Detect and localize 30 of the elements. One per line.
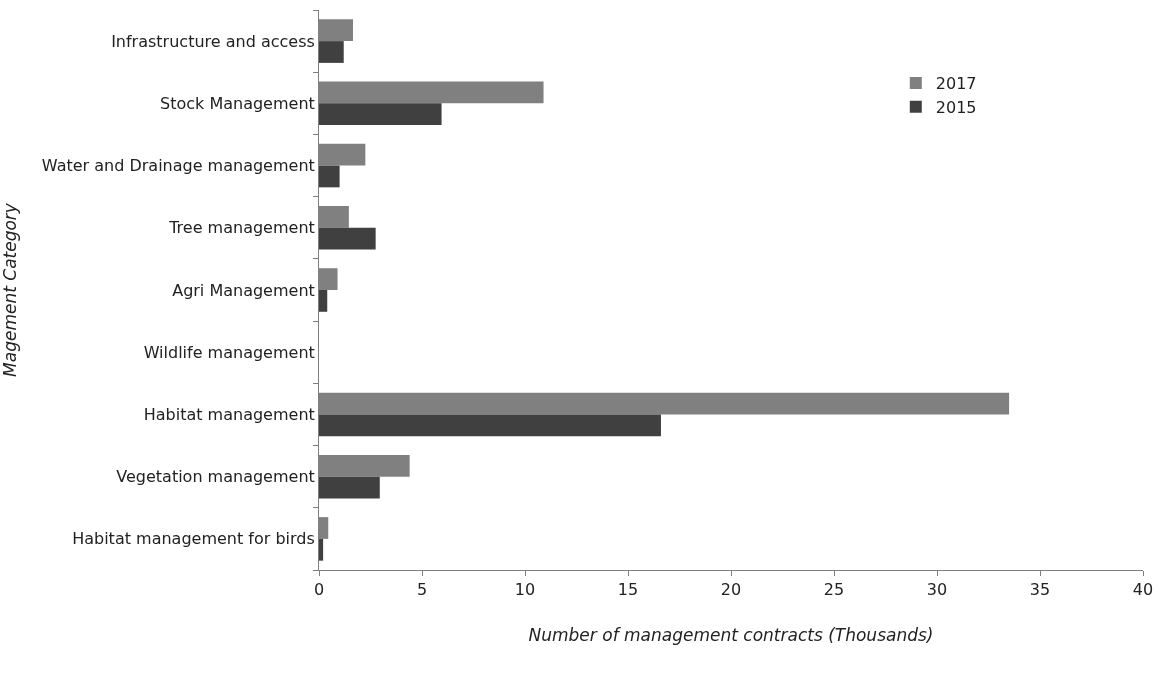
legend-label: 2017 [935, 74, 977, 94]
y-tick-label: Habitat management [143, 405, 315, 425]
x-tick-label: 25 [823, 580, 845, 600]
bar [319, 414, 661, 437]
bar [319, 476, 380, 499]
y-axis-title: Magement Category [0, 202, 21, 377]
y-tick-label: Infrastructure and access [111, 31, 315, 51]
y-tick-label: Vegetation management [116, 467, 315, 487]
bar [319, 41, 344, 63]
x-axis-title: Number of management contracts (Thousands) [528, 624, 934, 645]
y-tick-label: Tree management [168, 218, 315, 238]
legend-label: 2015 [935, 97, 977, 117]
y-tick-label: Agri Management [172, 280, 315, 300]
x-tick-label: 15 [617, 580, 639, 600]
x-tick-label: 20 [720, 580, 742, 600]
x-tick-label: 0 [313, 580, 325, 600]
bar [319, 165, 340, 188]
y-tick-label: Habitat management for birds [72, 529, 315, 549]
y-tick-label: Wildlife management [143, 342, 315, 362]
x-tick-label: 35 [1029, 580, 1051, 600]
bar [319, 538, 324, 561]
bar [319, 103, 442, 126]
x-tick-label: 40 [1132, 580, 1154, 600]
x-tick-label: 30 [926, 580, 948, 600]
bar [319, 227, 376, 250]
x-tick-label: 10 [514, 580, 536, 600]
y-tick-label: Water and Drainage management [41, 156, 315, 176]
bar [319, 290, 328, 312]
x-tick-label: 5 [416, 580, 428, 600]
y-tick-label: Stock Management [160, 93, 315, 113]
